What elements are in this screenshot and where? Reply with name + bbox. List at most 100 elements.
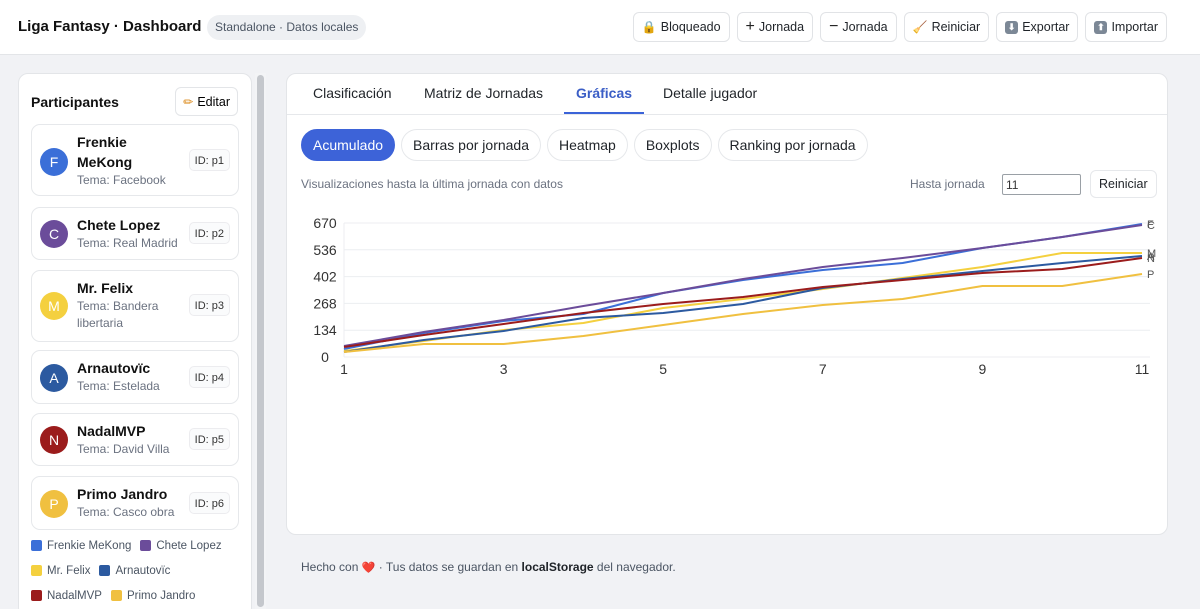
reset-round-button[interactable]: Reiniciar: [1090, 170, 1157, 198]
participant-id-badge: ID: p4: [188, 366, 230, 388]
participant-name: Arnautovïc: [77, 360, 151, 376]
series-end-label: C: [1147, 220, 1155, 232]
series-line: [343, 224, 1143, 347]
upload-icon: ⬆: [1094, 20, 1108, 34]
participant-card-p2[interactable]: C Chete Lopez Tema: Real Madrid ID: p2: [31, 207, 239, 260]
pill-acumulado[interactable]: Acumulado: [301, 129, 396, 161]
legend-item: Primo Jandro: [110, 590, 195, 602]
participant-theme: Tema: Estelada: [77, 379, 160, 393]
participant-theme: Tema: Casco obra: [77, 505, 175, 519]
lock-icon: 🔒: [641, 20, 657, 34]
avatar: N: [40, 426, 68, 454]
series-end-label: A: [1147, 251, 1155, 263]
participant-card-p1[interactable]: F Frenkie MeKong Tema: Facebook ID: p1: [31, 124, 239, 196]
y-tick-label: 402: [313, 269, 337, 285]
legend-swatch: [31, 540, 42, 551]
participants-title: Participantes: [31, 94, 119, 110]
pill-barras-jornada[interactable]: Barras por jornada: [401, 129, 541, 161]
reset-all-button[interactable]: 🧹 Reiniciar: [903, 12, 990, 42]
legend-item: Arnautovïc: [99, 565, 170, 577]
participants-panel: Participantes ✏ Editar F Frenkie MeKong T…: [18, 73, 252, 609]
y-tick-label: 0: [321, 349, 329, 365]
tab-detalle-jugador[interactable]: Detalle jugador: [663, 85, 758, 101]
edit-participants-button[interactable]: ✏ Editar: [175, 87, 238, 116]
y-tick-label: 670: [313, 215, 337, 231]
participant-card-p4[interactable]: A Arnautovïc Tema: Estelada ID: p4: [31, 350, 239, 404]
participant-id-badge: ID: p1: [188, 149, 230, 171]
participant-card-p5[interactable]: N NadalMVP Tema: David Villa ID: p5: [31, 413, 239, 466]
pill-heatmap[interactable]: Heatmap: [547, 129, 628, 161]
visualization-info: Visualizaciones hasta la última jornada …: [301, 177, 563, 191]
legend-item: Frenkie MeKong: [31, 540, 131, 552]
import-button[interactable]: ⬆ Importar: [1085, 12, 1167, 42]
participant-card-p6[interactable]: P Primo Jandro Tema: Casco obra ID: p6: [31, 476, 239, 530]
participant-theme: Tema: Real Madrid: [77, 236, 178, 250]
participant-id-badge: ID: p3: [188, 294, 230, 316]
x-tick-label: 1: [340, 361, 348, 377]
tab-matriz-jornadas[interactable]: Matriz de Jornadas: [424, 85, 544, 101]
pill-boxplots[interactable]: Boxplots: [633, 129, 712, 161]
participant-theme: Tema: Bandera libertaria: [77, 299, 159, 330]
y-tick-label: 134: [313, 322, 337, 338]
x-tick-label: 3: [500, 361, 508, 377]
legend-swatch: [99, 565, 111, 576]
legend-item: NadalMVP: [31, 590, 102, 602]
download-icon: ⬇: [1005, 20, 1019, 34]
participant-id-badge: ID: p6: [188, 492, 230, 514]
x-tick-label: 9: [979, 361, 987, 377]
avatar: C: [40, 220, 68, 248]
participant-id-badge: ID: p5: [188, 428, 230, 450]
mode-badge: Standalone · Datos locales: [207, 15, 367, 40]
series-line: [343, 273, 1143, 353]
y-tick-label: 536: [313, 242, 337, 258]
tab-bar: Clasificación Matriz de Jornadas Gráfica…: [287, 74, 1167, 115]
sidebar-scrollbar[interactable]: [255, 73, 266, 609]
color-legend: Frenkie MeKong Chete Lopez Mr. Felix Arn…: [31, 539, 246, 609]
series-end-label: M: [1147, 248, 1156, 260]
legend-item: Chete Lopez: [140, 540, 222, 552]
participant-id-badge: ID: p2: [188, 222, 230, 244]
participant-name: Mr. Felix: [77, 280, 134, 296]
plus-icon: +: [745, 18, 755, 35]
tab-clasificacion[interactable]: Clasificación: [313, 85, 392, 101]
lock-button[interactable]: 🔒 Bloqueado: [632, 12, 730, 42]
participant-name: Chete Lopez: [77, 217, 161, 233]
legend-swatch: [31, 565, 42, 576]
export-button[interactable]: ⬇ Exportar: [996, 12, 1079, 42]
add-round-button[interactable]: + Jornada: [736, 12, 814, 42]
legend-swatch: [31, 590, 42, 601]
top-bar: Liga Fantasy · Dashboard Standalone · Da…: [0, 0, 1200, 55]
upto-round-label: Hasta jornada: [910, 177, 985, 191]
upto-round-input[interactable]: [1002, 174, 1081, 195]
header-actions: 🔒 Bloqueado + Jornada − Jornada 🧹 Reiniciar …: [632, 12, 1167, 42]
heart-icon: ❤️: [361, 562, 376, 574]
participant-theme: Tema: David Villa: [77, 442, 170, 456]
minus-icon: −: [829, 18, 839, 35]
series-end-label: P: [1147, 269, 1154, 281]
avatar: P: [40, 490, 68, 518]
avatar: M: [40, 292, 68, 320]
series-end-label: N: [1147, 253, 1155, 265]
x-tick-label: 11: [1135, 361, 1150, 377]
y-tick-label: 268: [313, 295, 337, 311]
participant-name: NadalMVP: [77, 423, 146, 439]
tab-graficas[interactable]: Gráficas: [576, 85, 633, 101]
remove-round-button[interactable]: − Jornada: [820, 12, 897, 42]
broom-icon: 🧹: [912, 20, 928, 34]
series-line: [343, 257, 1143, 348]
series-line: [343, 255, 1143, 353]
avatar: A: [40, 364, 68, 392]
scrollbar-thumb[interactable]: [257, 75, 264, 607]
x-tick-label: 7: [819, 361, 827, 377]
series-end-label: F: [1147, 219, 1154, 231]
participant-card-p3[interactable]: M Mr. Felix Tema: Bandera libertaria ID:…: [31, 270, 239, 342]
x-tick-label: 5: [659, 361, 667, 377]
avatar: F: [40, 148, 68, 176]
pencil-icon: ✏: [183, 94, 194, 109]
participant-theme: Tema: Facebook: [77, 173, 166, 187]
chart-type-pills: Acumulado Barras por jornada Heatmap Box…: [301, 129, 868, 161]
participant-name: Primo Jandro: [77, 486, 168, 502]
pill-ranking-jornada[interactable]: Ranking por jornada: [717, 129, 868, 161]
footer: Hecho con ❤️ · Tus datos se guardan en l…: [301, 560, 676, 574]
